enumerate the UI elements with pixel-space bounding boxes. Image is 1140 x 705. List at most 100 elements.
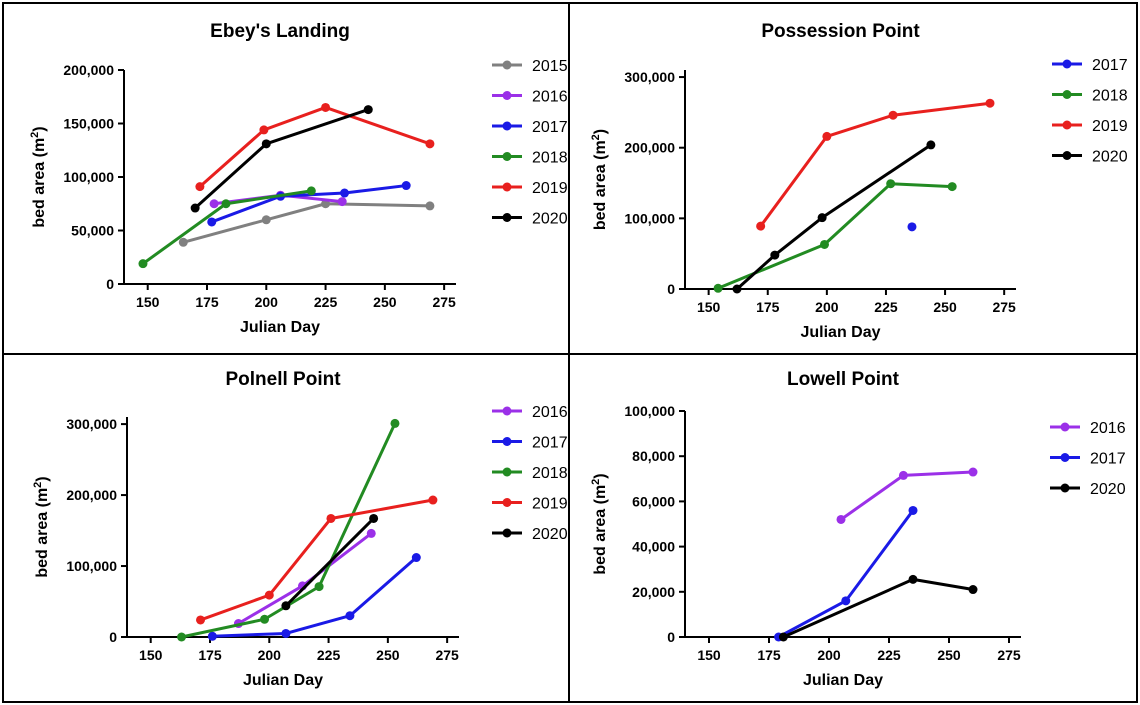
chart-panel-polnell-point: Polnell Point 0 100,000 200,000 300,000 150 17… [2, 353, 570, 703]
legend-entry-2016: 2016 [492, 89, 568, 106]
data-point [926, 140, 936, 150]
legend-entry-2018: 2018 [1052, 88, 1128, 105]
legend-entry-2015: 2015 [492, 58, 568, 75]
data-point [822, 131, 832, 141]
legend-entry-2017: 2017 [1052, 57, 1128, 74]
legend-marker [1062, 59, 1072, 69]
data-point [908, 574, 918, 584]
legend-entry-2020: 2020 [492, 211, 568, 228]
data-point [836, 514, 846, 524]
data-point [306, 186, 316, 196]
series-2018 [713, 179, 957, 293]
data-point [281, 601, 291, 611]
series-2016 [836, 467, 978, 524]
data-point [190, 203, 200, 213]
legend-label: 2019 [532, 180, 568, 197]
series-2020 [281, 513, 379, 611]
legend-entry-2020: 2020 [492, 526, 568, 543]
data-point [819, 239, 829, 249]
data-point [363, 105, 373, 115]
data-point [713, 283, 723, 293]
legend-label: 2018 [532, 150, 568, 167]
legend-marker [502, 528, 512, 538]
data-point [841, 596, 851, 606]
chart-title: Lowell Point [787, 369, 900, 390]
legend-entry-2017: 2017 [492, 119, 568, 136]
legend-label: 2019 [1092, 118, 1128, 135]
y-tick-label: 40,000 [632, 539, 675, 555]
y-tick-label: 150,000 [63, 116, 114, 132]
data-point [907, 222, 917, 232]
series-line [782, 577, 974, 639]
x-tick-label: 150 [697, 647, 721, 663]
legend-marker [502, 91, 512, 100]
data-point [732, 284, 742, 294]
x-tick-label: 225 [314, 294, 338, 310]
legend-marker [502, 406, 512, 416]
chart-panel-ebeys-landing: Ebey's Landing 0 50,000 100,000 150,000 200,0… [2, 2, 570, 355]
data-point [985, 98, 995, 108]
x-tick-label: 225 [874, 299, 898, 315]
legend-label: 2016 [1090, 420, 1126, 437]
series-line [182, 202, 430, 244]
legend-label: 2020 [532, 211, 568, 228]
legend-marker [1062, 90, 1072, 99]
x-tick-label: 225 [877, 647, 901, 663]
data-point [425, 139, 435, 149]
data-point [390, 418, 400, 428]
legend-entry-2016: 2016 [492, 404, 568, 421]
y-tick-label: 0 [667, 629, 675, 645]
y-tick-label: 0 [106, 276, 114, 292]
x-tick-label: 150 [139, 647, 163, 663]
data-point [321, 102, 331, 112]
legend-entry-2020: 2020 [1050, 481, 1126, 498]
data-point [778, 632, 788, 642]
data-point [817, 213, 827, 223]
x-tick-label: 200 [817, 647, 841, 663]
legend-marker [502, 60, 512, 70]
y-tick-label: 300,000 [66, 416, 117, 432]
legend-label: 2017 [1092, 57, 1128, 74]
data-point [195, 182, 205, 192]
x-tick-label: 200 [258, 647, 282, 663]
legend-marker [502, 182, 512, 192]
chart-panel-lowell-point: Lowell Point 0 20,000 40,000 60,000 80,000 100… [568, 353, 1138, 703]
y-tick-label: 300,000 [624, 69, 675, 85]
data-point [177, 632, 187, 642]
series-line [736, 143, 932, 291]
series-line [198, 105, 431, 188]
data-point [261, 215, 271, 225]
legend-label: 2017 [1090, 451, 1126, 468]
series-line [237, 532, 373, 625]
legend-marker [502, 498, 512, 507]
x-tick-label: 175 [195, 294, 219, 310]
data-point [261, 139, 271, 149]
y-tick-label: 80,000 [632, 448, 675, 464]
data-point [770, 250, 780, 260]
legend-entry-2019: 2019 [492, 496, 568, 513]
legend-entry-2018: 2018 [492, 150, 568, 167]
legend-marker [502, 213, 512, 222]
y-tick-label: 200,000 [66, 487, 117, 503]
data-point [260, 614, 270, 624]
x-tick-label: 175 [757, 647, 781, 663]
y-axis-label: bed area (m2) [590, 129, 609, 230]
series-2019 [196, 495, 438, 625]
data-point [178, 237, 188, 247]
data-point [337, 197, 347, 207]
legend-entry-2017: 2017 [492, 435, 568, 452]
series-line [200, 498, 434, 622]
chart-title: Ebey's Landing [210, 21, 350, 42]
x-tick-label: 200 [815, 299, 839, 315]
legend-marker [502, 152, 512, 161]
data-point [756, 221, 766, 231]
data-point [968, 585, 978, 595]
y-tick-label: 0 [109, 629, 117, 645]
y-tick-label: 20,000 [632, 584, 675, 600]
data-point [968, 467, 978, 477]
y-tick-label: 200,000 [624, 140, 675, 156]
x-tick-label: 250 [373, 294, 397, 310]
legend-label: 2017 [532, 435, 568, 452]
legend-label: 2015 [532, 58, 568, 75]
legend-marker [1060, 422, 1070, 432]
